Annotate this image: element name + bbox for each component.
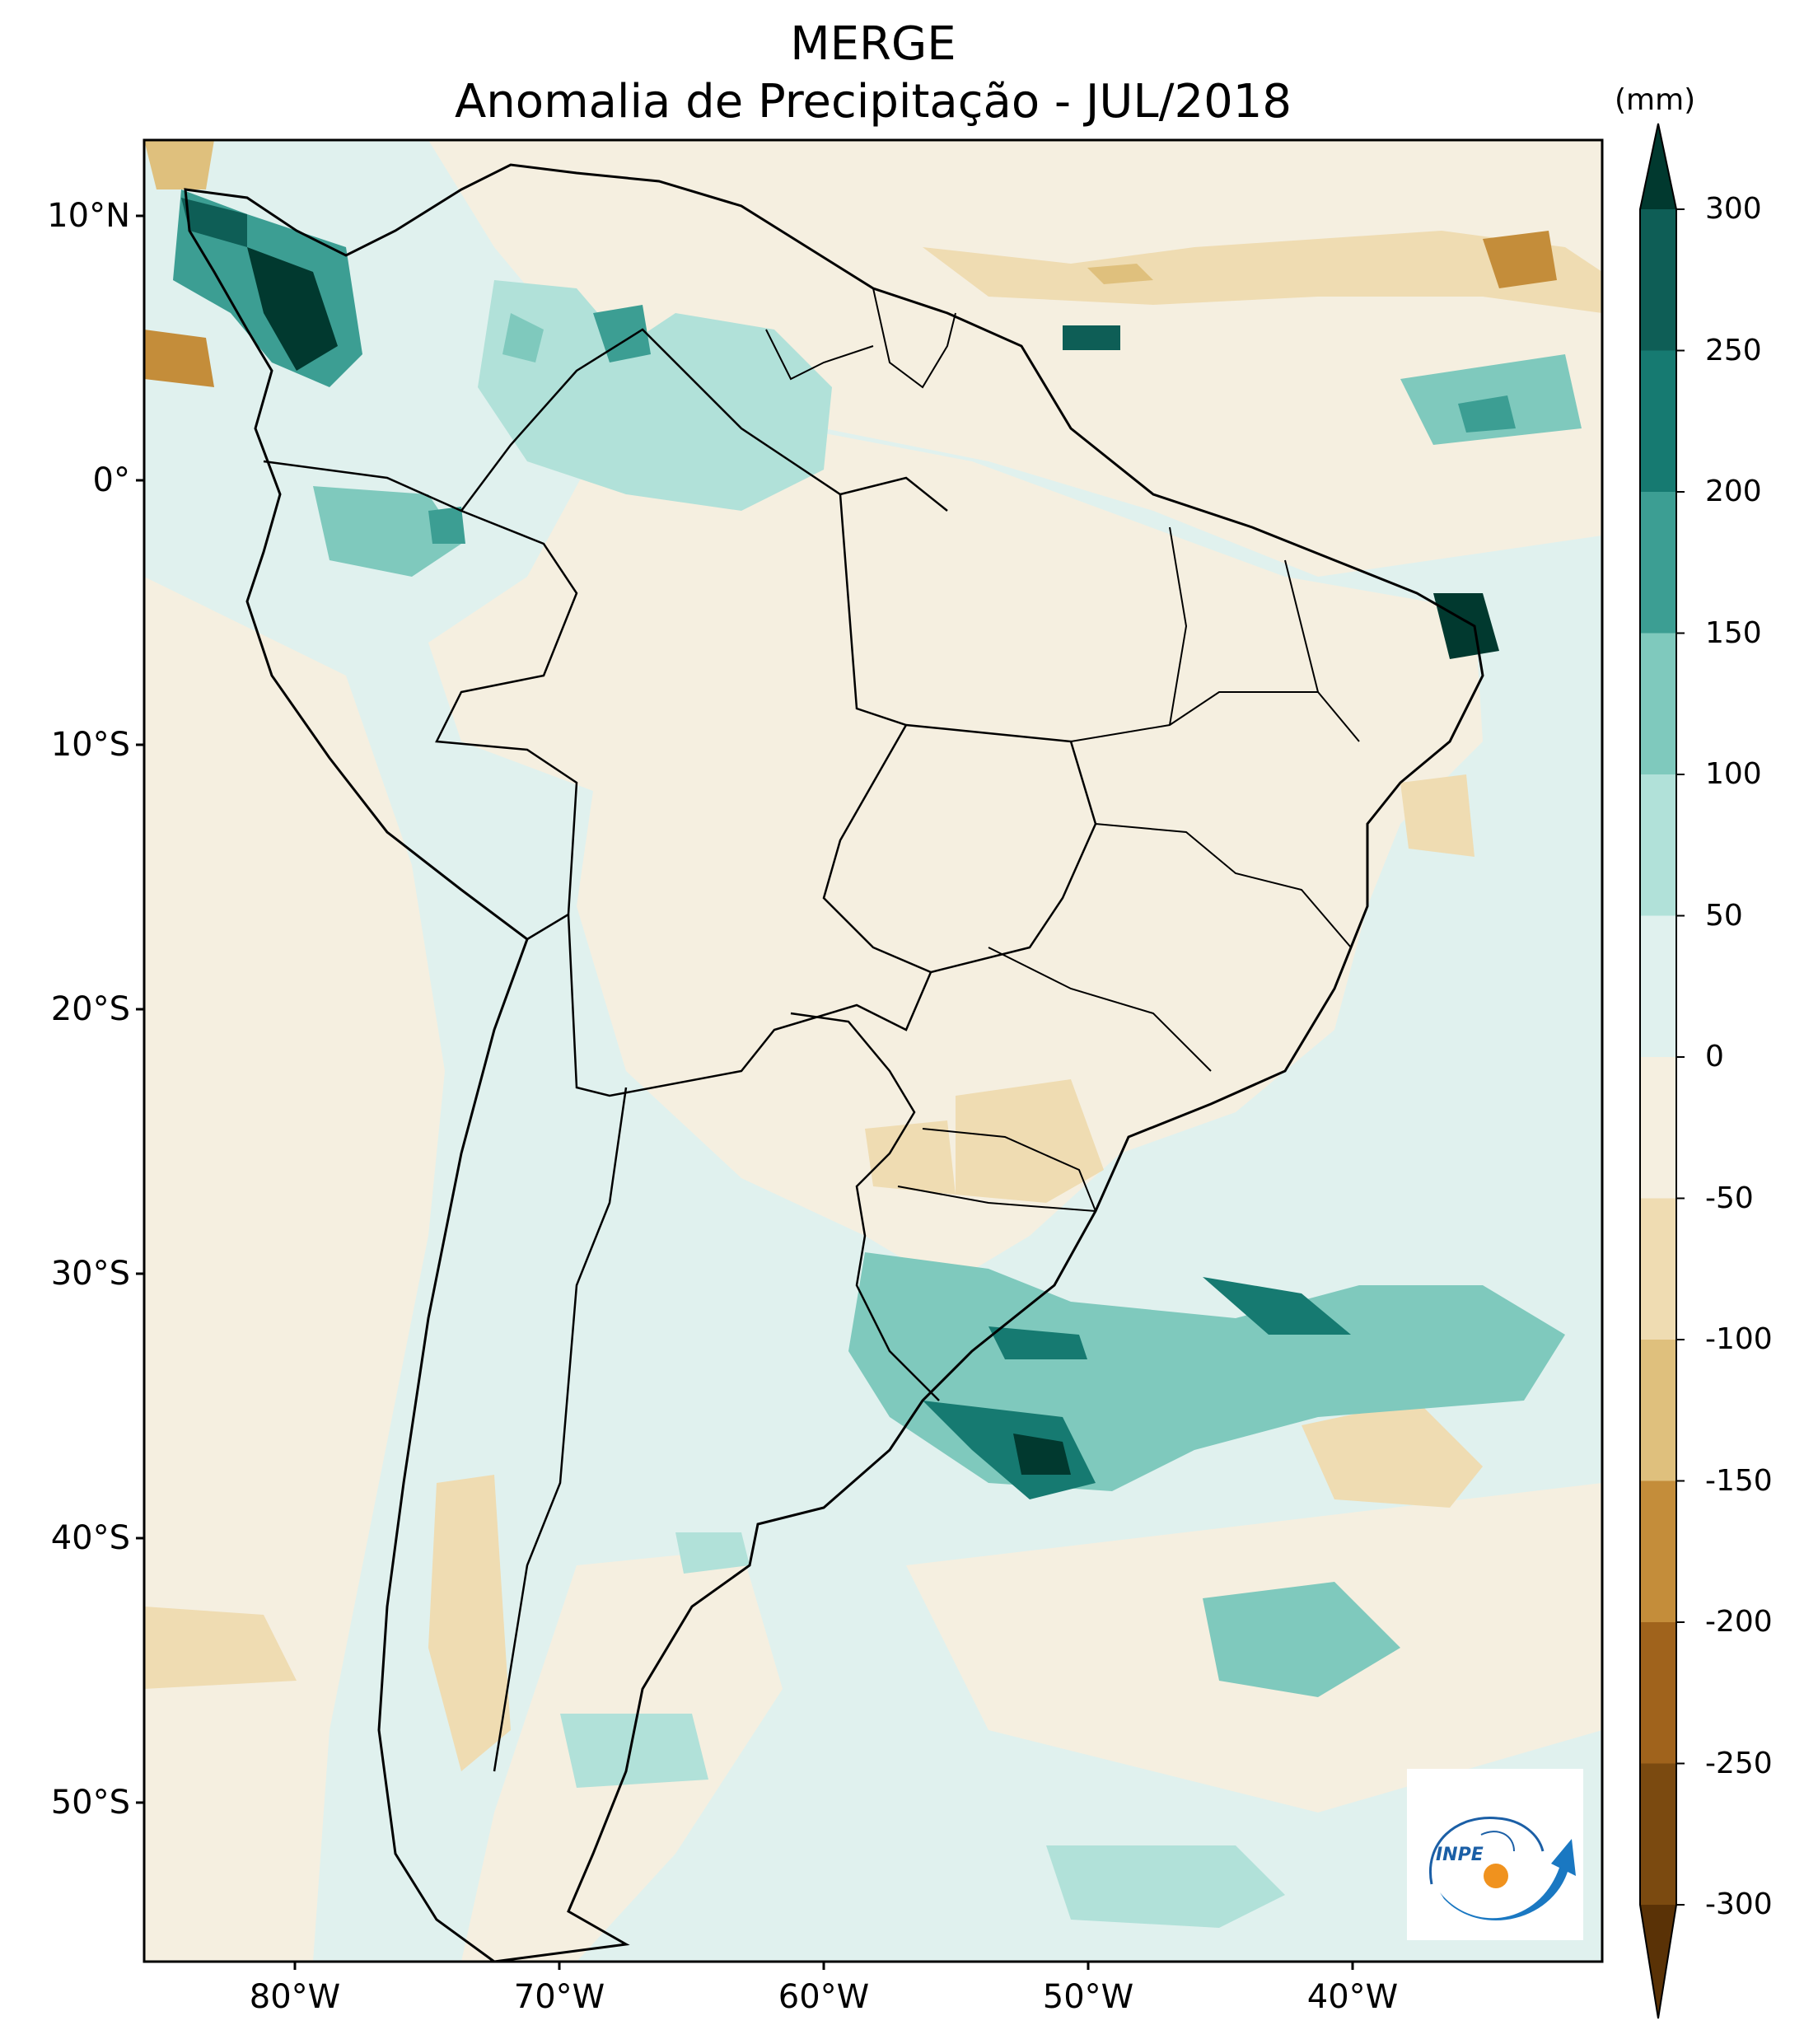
colorbar-segment xyxy=(1640,1480,1676,1623)
colorbar-segment xyxy=(1640,1057,1676,1199)
state-border xyxy=(1095,823,1352,948)
anomaly-region xyxy=(1433,593,1499,659)
anomaly-region xyxy=(956,1079,1104,1203)
lat-label: 30°S xyxy=(50,1255,130,1293)
border-line xyxy=(872,288,956,389)
lon-label: 80°W xyxy=(249,1978,341,2016)
continent-outline xyxy=(184,163,1484,1962)
state-border xyxy=(922,1128,1096,1212)
lat-ticks xyxy=(136,214,144,1804)
border-line xyxy=(460,328,948,512)
border-line xyxy=(822,724,932,974)
anomaly-region xyxy=(144,1607,297,1689)
anomaly-region xyxy=(865,1120,956,1195)
lat-label: 20°S xyxy=(50,990,130,1028)
colorbar-tick-label: -100 xyxy=(1705,1322,1773,1356)
anomaly-region xyxy=(988,1326,1087,1359)
colorbar-segment xyxy=(1640,633,1676,775)
anomaly-region xyxy=(1400,774,1475,857)
lon-label: 40°W xyxy=(1306,1978,1399,2016)
lon-label: 70°W xyxy=(513,1978,605,2016)
colorbar-unit: (mm) xyxy=(1615,83,1696,117)
colorbar-tick-label: 100 xyxy=(1705,757,1762,791)
lon-ticks xyxy=(293,1962,1354,1970)
colorbar-segment xyxy=(1640,1763,1676,1906)
lat-label: 0° xyxy=(92,461,130,499)
anomaly-region xyxy=(1302,1401,1483,1508)
anomaly-region xyxy=(1087,264,1153,284)
state-border xyxy=(988,947,1212,1072)
anomaly-region xyxy=(478,280,832,511)
anomaly-region xyxy=(593,305,651,362)
inpe-logo-text: INPE xyxy=(1436,1845,1484,1865)
colorbar-extend-bottom xyxy=(1640,1905,1676,2018)
colorbar-tick-label: -200 xyxy=(1705,1605,1773,1639)
border-line xyxy=(493,1087,628,1772)
anomaly-region xyxy=(502,313,544,362)
colorbar-extend-top xyxy=(1640,124,1676,209)
lat-label: 40°S xyxy=(50,1519,130,1557)
state-border xyxy=(1070,691,1360,742)
lat-label: 50°S xyxy=(50,1784,130,1822)
colorbar-tick-label: -300 xyxy=(1705,1887,1773,1921)
colorbar-segment xyxy=(1640,774,1676,916)
map-subtitle: Anomalia de Precipitação - JUL/2018 xyxy=(455,75,1292,129)
anomaly-region xyxy=(1483,231,1557,288)
map-plot-area xyxy=(144,140,1602,1962)
lon-label: 50°W xyxy=(1042,1978,1134,2016)
map-frame xyxy=(143,138,1604,1963)
colorbar-tick-label: -150 xyxy=(1705,1463,1773,1498)
colorbar-segment xyxy=(1640,209,1676,351)
border-line xyxy=(790,1012,940,1401)
colorbar-tick-label: 0 xyxy=(1705,1040,1724,1073)
anomaly-region xyxy=(1013,1434,1071,1475)
colorbar-segment xyxy=(1640,492,1676,634)
colorbar-segment xyxy=(1640,915,1676,1058)
anomaly-region xyxy=(428,395,1483,1285)
anomaly-region xyxy=(181,198,247,247)
colorbar-tick-label: 250 xyxy=(1705,333,1762,367)
lat-label: 10°S xyxy=(50,726,130,764)
anomaly-region xyxy=(1203,1277,1351,1335)
map-title: MERGE xyxy=(790,17,956,71)
anomaly-region xyxy=(560,1714,708,1788)
colorbar-segment xyxy=(1640,1198,1676,1340)
lat-label: 10°N xyxy=(47,197,130,235)
anomaly-region xyxy=(1046,1845,1285,1928)
anomaly-region xyxy=(144,330,214,387)
colorbar-segment xyxy=(1640,350,1676,493)
anomaly-region xyxy=(144,140,214,189)
anomaly-region xyxy=(1063,325,1120,350)
anomaly-region xyxy=(1458,395,1516,433)
lon-label: 60°W xyxy=(778,1978,870,2016)
border-line xyxy=(263,460,578,941)
colorbar-tick-label: 50 xyxy=(1705,898,1743,933)
colorbar xyxy=(1639,123,1685,2019)
state-border xyxy=(1169,526,1188,726)
colorbar-tick-label: -250 xyxy=(1705,1746,1773,1780)
inpe-logo: INPE xyxy=(1407,1769,1583,1940)
border-line xyxy=(765,329,874,381)
anomaly-region xyxy=(1203,1582,1400,1697)
colorbar-tick-label: 300 xyxy=(1705,192,1762,226)
inpe-logo-icon xyxy=(1429,1817,1576,1921)
anomaly-region xyxy=(428,1475,511,1771)
anomaly-region xyxy=(428,507,465,544)
colorbar-segment xyxy=(1640,1340,1676,1481)
anomaly-region xyxy=(313,486,461,577)
anomaly-region xyxy=(923,231,1602,313)
colorbar-tick-label: -50 xyxy=(1705,1181,1754,1215)
anomaly-region xyxy=(675,1532,750,1574)
state-border xyxy=(897,1186,1096,1212)
anomaly-region xyxy=(247,247,338,371)
state-border xyxy=(1284,559,1319,693)
colorbar-tick-label: 150 xyxy=(1705,615,1762,650)
colorbar-tick-label: 200 xyxy=(1705,475,1762,508)
colorbar-segment xyxy=(1640,1622,1676,1764)
